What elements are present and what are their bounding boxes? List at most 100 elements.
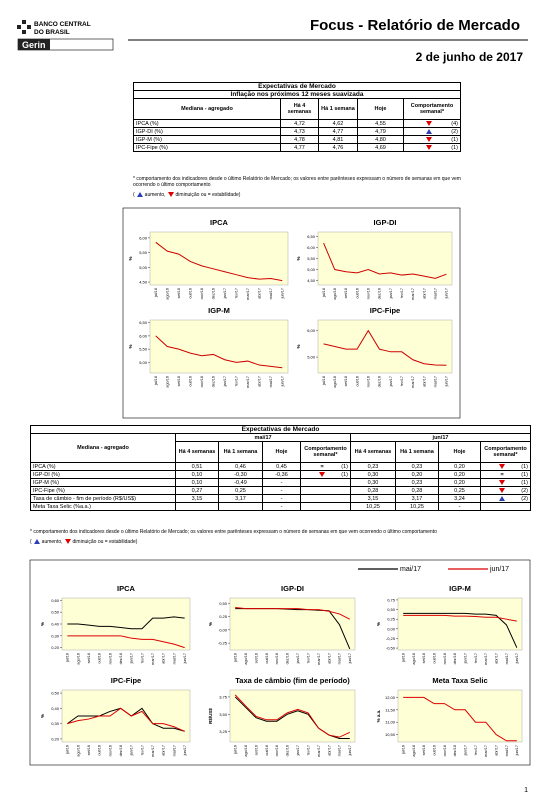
y-tick-label: 3,50 xyxy=(219,712,228,717)
x-tick-label: dez/16 xyxy=(286,745,290,756)
x-tick-label: set/16 xyxy=(344,376,348,386)
cell: 3,15 xyxy=(350,494,396,503)
cell: 0,23 xyxy=(395,478,439,487)
cell: 0,20 xyxy=(438,470,481,479)
trend-count: (1) xyxy=(451,136,459,143)
trend-cell: (1) xyxy=(402,135,462,144)
y-tick-label: 11,50 xyxy=(385,707,395,712)
x-tick-label: mar/17 xyxy=(151,745,155,757)
group-header: mai/17 xyxy=(175,433,351,442)
x-tick-label: jan/17 xyxy=(296,745,300,756)
series-line xyxy=(403,696,517,742)
x-tick-label: mai/17 xyxy=(172,745,176,756)
legend-text: aumento, xyxy=(144,192,166,198)
x-tick-label: abr/17 xyxy=(327,653,331,664)
x-tick-label: jan/17 xyxy=(389,288,393,299)
table2-wrap: Expectativas de Mercado Mediana - agregad… xyxy=(30,425,531,511)
y-tick-label: 12,00 xyxy=(385,695,396,700)
chart-title: Taxa de câmbio (fim de período) xyxy=(235,676,350,685)
y-tick-label: -0,50 xyxy=(386,646,396,651)
legend-text: aumento, xyxy=(41,539,63,545)
plot-bg xyxy=(397,689,523,743)
row: Taxa de câmbio - fim de período (R$/US$)… xyxy=(30,494,531,503)
footnote: * comportamento dos indicadores desde o … xyxy=(133,176,461,188)
trend-cell: (4) xyxy=(402,119,462,128)
cell xyxy=(218,502,263,511)
trend-cell: = (1) xyxy=(300,462,351,471)
x-tick-label: out/16 xyxy=(265,745,269,756)
row: Expectativas de Mercado xyxy=(132,82,462,91)
plot-bg xyxy=(229,689,356,743)
legend-note: (aumento, diminuição ou = estabilidade) xyxy=(30,539,530,545)
bank-name: DO BRASIL xyxy=(34,29,70,36)
trend-cell xyxy=(300,502,351,511)
trend-count: (1) xyxy=(341,463,348,470)
x-tick-label: mar/17 xyxy=(411,288,415,300)
x-tick-label: out/16 xyxy=(355,288,359,299)
y-tick-label: 5,50 xyxy=(139,250,148,255)
trend-icon xyxy=(499,463,506,469)
date: 2 de junho de 2017 xyxy=(416,50,524,64)
y-tick-label: 5,00 xyxy=(307,355,316,360)
y-tick-label: 0,50 xyxy=(219,601,228,606)
trend-icon xyxy=(425,128,432,134)
trend-symbol: = xyxy=(500,471,504,478)
x-tick-label: abr/17 xyxy=(258,376,262,387)
y-tick-label: 0,30 xyxy=(51,633,60,638)
column-header: Hoje xyxy=(357,98,404,120)
x-tick-label: set/16 xyxy=(254,745,258,755)
x-tick-label: jun/17 xyxy=(183,745,187,756)
column-header: Comportamento semanal* xyxy=(402,98,462,120)
y-axis-label: % xyxy=(296,256,301,260)
x-tick-label: fev/17 xyxy=(400,376,404,386)
x-tick-label: nov/16 xyxy=(443,653,447,664)
y-tick-label: 5,00 xyxy=(307,267,316,272)
row: IPCA (%) 4,72 4,62 4,55 (4) xyxy=(133,119,462,128)
chart-box xyxy=(29,559,531,766)
y-tick-label: 3,25 xyxy=(219,729,228,734)
series-line xyxy=(67,635,185,649)
cell: 0,20 xyxy=(438,478,481,487)
x-tick-label: nov/16 xyxy=(367,288,371,299)
cell: 4,77 xyxy=(280,143,319,152)
trend-count: (1) xyxy=(521,479,528,486)
x-tick-label: jun/17 xyxy=(348,745,352,756)
series-line xyxy=(155,241,283,282)
y-tick-label: 0,50 xyxy=(387,607,396,612)
x-tick-label: jul/16 xyxy=(401,745,405,755)
trend-cell xyxy=(480,502,531,511)
x-tick-label: mai/17 xyxy=(269,376,273,387)
trend-count: (1) xyxy=(341,471,348,478)
row: Expectativas de Mercado xyxy=(30,425,531,434)
cell: - xyxy=(262,478,301,487)
trend-count: (2) xyxy=(521,495,528,502)
y-tick-label: 6,00 xyxy=(307,328,316,333)
column-header: Há 1 semana xyxy=(318,98,358,120)
trend-icon xyxy=(33,539,40,545)
y-axis-label: % xyxy=(376,622,381,626)
row: Inflação nos próximos 12 meses suavizada xyxy=(132,90,462,99)
y-tick-label: 0,00 xyxy=(219,627,228,632)
series-line xyxy=(323,329,447,366)
x-tick-label: jan/17 xyxy=(130,745,134,756)
y-tick-label: 0,20 xyxy=(51,736,60,741)
x-tick-label: mai/17 xyxy=(505,653,509,664)
legend-label: jun/17 xyxy=(489,566,509,573)
y-tick-label: 6,00 xyxy=(307,245,316,250)
x-tick-label: abr/17 xyxy=(422,376,426,387)
row-label: IPC-Fipe (%) xyxy=(133,143,281,152)
row: Mediana - agregado Há 4 semanas Há 1 seman… xyxy=(133,98,462,120)
series-line xyxy=(403,614,517,622)
cell: 4,62 xyxy=(318,119,358,128)
x-tick-label: jul/16 xyxy=(154,376,158,386)
x-tick-label: out/16 xyxy=(189,288,193,299)
x-tick-label: jun/17 xyxy=(281,376,285,387)
trend-icon xyxy=(499,495,506,501)
cell: 3,17 xyxy=(218,494,263,503)
trend-cell xyxy=(300,478,351,487)
y-tick-label: 5,50 xyxy=(307,256,316,261)
legend-text: ( xyxy=(30,539,32,545)
x-tick-label: ago/16 xyxy=(333,288,337,300)
x-tick-label: mar/17 xyxy=(151,653,155,665)
cell: 0,28 xyxy=(395,486,439,495)
